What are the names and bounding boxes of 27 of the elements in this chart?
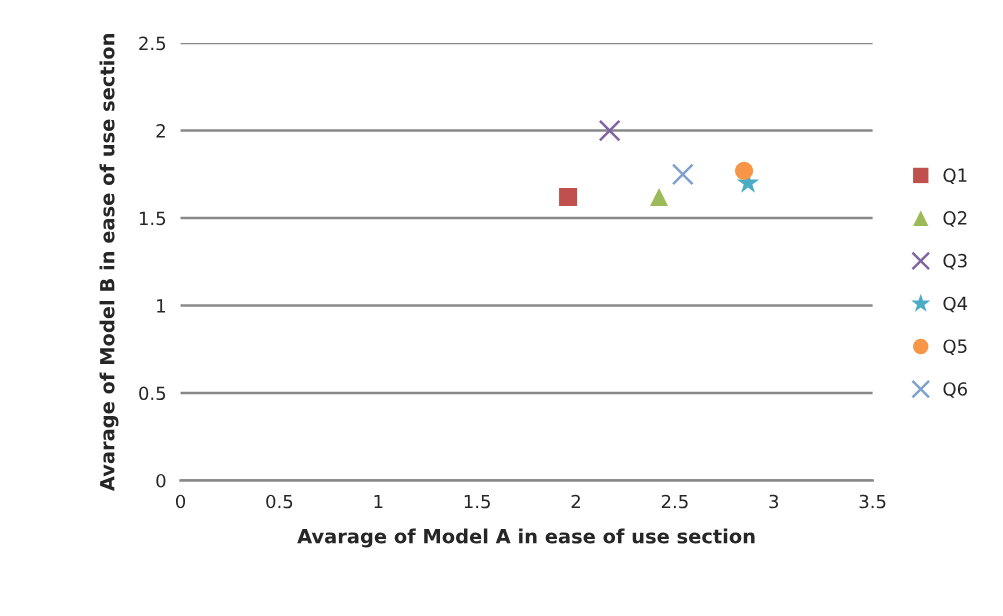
point	[598, 119, 621, 142]
legend-label: Q5	[943, 339, 967, 356]
x-tick-label: 3	[769, 494, 779, 509]
y-tick-label: 2	[156, 124, 165, 138]
y-tick-label: 1	[157, 299, 165, 313]
point	[735, 161, 754, 180]
x-axis-title: Avarage of Model A in ease of use section	[297, 528, 755, 548]
y-tick-label: 0.5	[139, 386, 166, 401]
y-tick-label: 0	[156, 473, 166, 488]
x-tick-label: 3.5	[859, 494, 886, 509]
y-axis-title: Avarage of Model B in ease of use section	[99, 33, 119, 492]
point	[559, 188, 578, 207]
x-tick-label: 1	[374, 494, 383, 509]
legend-label: Q6	[943, 382, 967, 398]
y-tick-label: 1.5	[139, 211, 166, 226]
legend-label: Q1	[943, 168, 967, 185]
x-tick-label: 1.5	[464, 494, 490, 509]
legend-label: Q3	[943, 253, 967, 270]
point	[650, 188, 669, 207]
x-tick-label: 2	[571, 494, 580, 509]
x-tick-label: 0.5	[266, 494, 293, 509]
point	[671, 163, 694, 186]
y-tick-label: 2.5	[139, 36, 166, 51]
legend-label: Q2	[943, 211, 967, 227]
legend-label: Q4	[943, 296, 968, 313]
x-tick-label: 0	[175, 494, 186, 509]
x-tick-label: 2.5	[661, 494, 688, 509]
